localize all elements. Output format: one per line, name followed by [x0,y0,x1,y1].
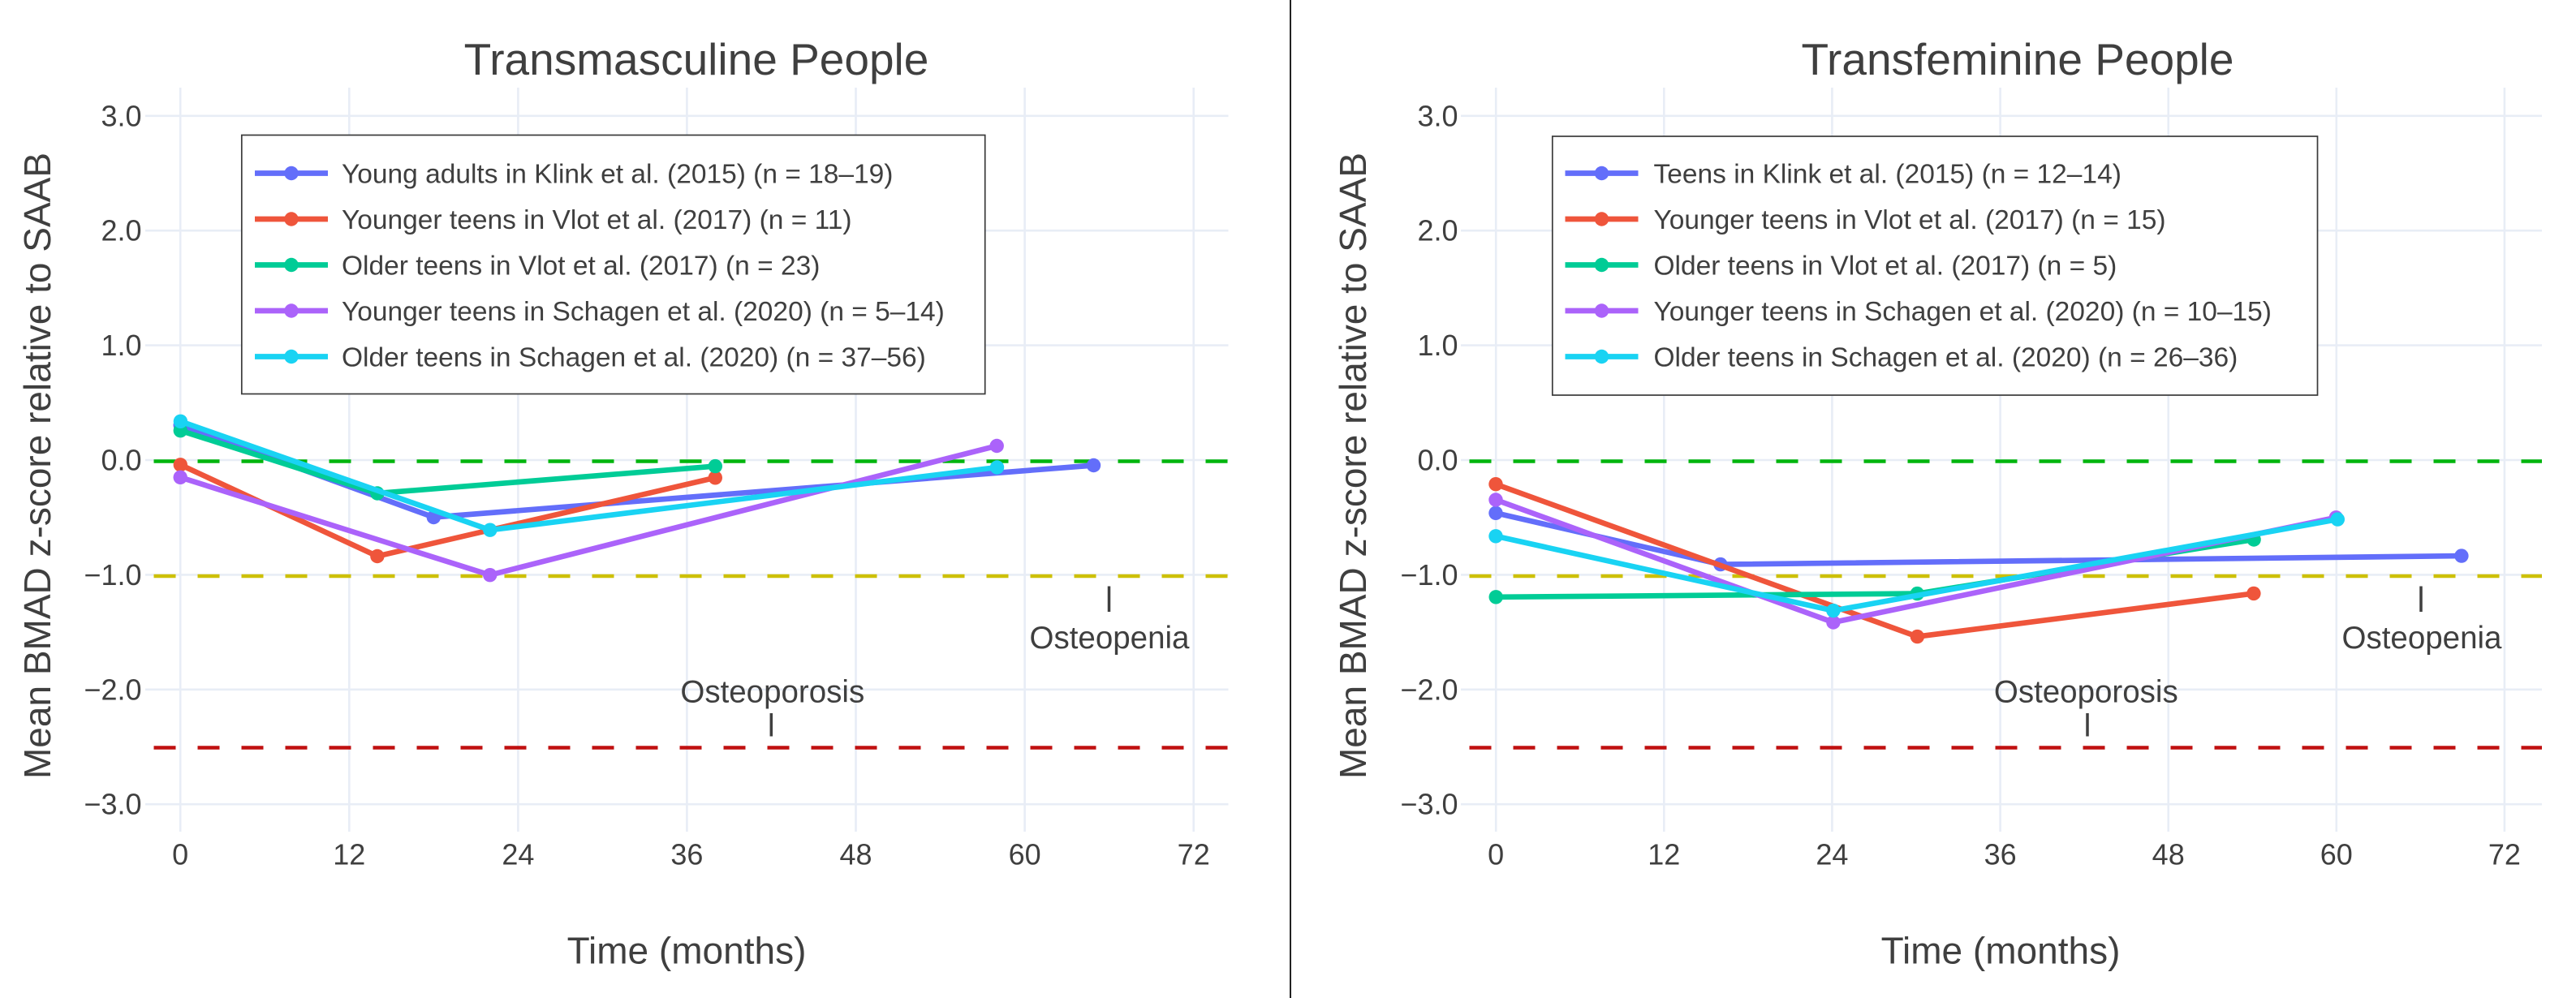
svg-text:Mean BMAD z-score relative to: Mean BMAD z-score relative to SAAB [16,153,58,779]
svg-text:Osteoporosis: Osteoporosis [680,674,864,709]
svg-text:48: 48 [839,838,872,871]
svg-text:Transmasculine People: Transmasculine People [464,34,929,84]
svg-text:60: 60 [2320,838,2353,871]
svg-text:Younger teens in Schagen et al: Younger teens in Schagen et al. (2020) (… [1654,297,2272,327]
svg-text:Younger teens in Vlot et al. (: Younger teens in Vlot et al. (2017) (n =… [342,205,852,235]
svg-text:Young adults in Klink et al. (: Young adults in Klink et al. (2015) (n =… [342,160,893,190]
svg-text:1.0: 1.0 [101,329,141,362]
svg-text:−3.0: −3.0 [84,788,141,821]
svg-text:Younger teens in Schagen et al: Younger teens in Schagen et al. (2020) (… [342,297,945,327]
svg-text:36: 36 [670,838,703,871]
svg-text:Teens in Klink et al. (2015) (: Teens in Klink et al. (2015) (n = 12–14) [1654,160,2122,190]
svg-text:−1.0: −1.0 [1400,558,1458,591]
svg-text:3.0: 3.0 [101,99,141,132]
svg-text:−2.0: −2.0 [84,673,141,706]
svg-text:36: 36 [1984,838,2017,871]
svg-text:Younger teens in Vlot et al. (: Younger teens in Vlot et al. (2017) (n =… [1654,205,2166,235]
svg-text:0: 0 [172,838,188,871]
svg-text:3.0: 3.0 [1417,99,1458,132]
svg-text:Mean BMAD z-score relative to: Mean BMAD z-score relative to SAAB [1332,153,1374,779]
svg-text:24: 24 [502,838,534,871]
svg-text:12: 12 [1648,838,1680,871]
svg-text:Osteopenia: Osteopenia [2342,621,2503,656]
svg-text:12: 12 [333,838,365,871]
svg-text:−1.0: −1.0 [84,558,141,591]
svg-text:Older teens in Vlot et al. (20: Older teens in Vlot et al. (2017) (n = 5… [1654,252,2117,282]
svg-text:Older teens in Schagen et al.: Older teens in Schagen et al. (2020) (n … [1654,343,2238,373]
svg-text:72: 72 [2488,838,2521,871]
svg-text:0: 0 [1488,838,1504,871]
svg-text:Time (months): Time (months) [567,930,807,972]
svg-text:Osteopenia: Osteopenia [1030,621,1191,656]
svg-text:Older teens in Schagen et al.: Older teens in Schagen et al. (2020) (n … [342,343,926,373]
svg-text:2.0: 2.0 [1417,214,1458,247]
svg-text:48: 48 [2152,838,2185,871]
svg-text:1.0: 1.0 [1417,329,1458,362]
svg-text:Time (months): Time (months) [1881,930,2121,972]
svg-text:60: 60 [1009,838,1041,871]
svg-text:24: 24 [1816,838,1848,871]
svg-text:0.0: 0.0 [101,444,141,477]
svg-text:Transfeminine People: Transfeminine People [1802,34,2234,84]
svg-text:Osteoporosis: Osteoporosis [1994,674,2178,709]
svg-text:0.0: 0.0 [1417,444,1458,477]
svg-text:72: 72 [1178,838,1210,871]
svg-text:−2.0: −2.0 [1400,673,1458,706]
svg-text:Older teens in Vlot et al. (20: Older teens in Vlot et al. (2017) (n = 2… [342,252,820,282]
svg-text:2.0: 2.0 [101,214,141,247]
svg-text:−3.0: −3.0 [1400,788,1458,821]
